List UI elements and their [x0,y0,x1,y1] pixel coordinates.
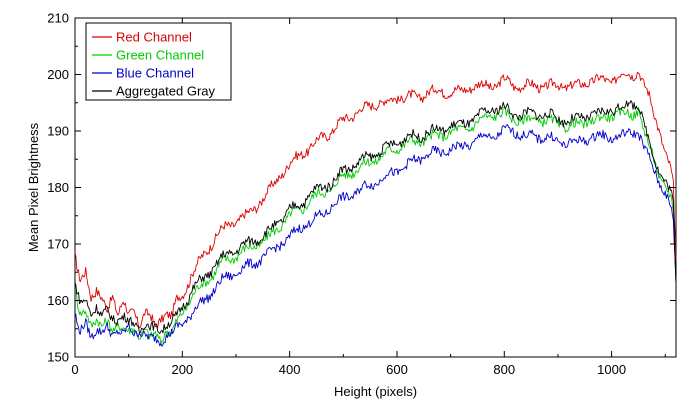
legend-box [85,22,232,101]
x-tick-label: 1000 [597,362,626,377]
series-line-green-channel [74,106,677,345]
series-line-red-channel [74,71,677,329]
y-tick-label: 200 [47,67,69,82]
series-line-aggregated-gray [74,100,677,335]
legend-items: Red Channel Green Channel Blue Channel Aggr… [92,30,216,99]
y-tick-label: 210 [47,11,69,26]
legend-label: Red Channel [116,30,192,45]
x-tick-label: 800 [493,362,515,377]
x-axis-label: Height (pixels) [334,384,417,399]
x-tick-label: 600 [386,362,408,377]
y-tick-label: 190 [47,124,69,139]
y-axis-ticks: 150 160 170 180 190 200 210 [47,11,676,365]
legend-label: Aggregated Gray [116,84,216,99]
x-tick-label: 400 [279,362,301,377]
y-axis-label: Mean Pixel Brightness [26,122,41,252]
y-tick-label: 160 [47,293,69,308]
x-tick-label: 0 [71,362,78,377]
legend: Red Channel Green Channel Blue Channel Aggr… [85,22,232,101]
x-tick-label: 200 [171,362,193,377]
legend-label: Green Channel [116,48,204,63]
y-tick-label: 150 [47,350,69,365]
series-line-blue-channel [74,124,677,347]
series-layer [74,71,677,347]
legend-label: Blue Channel [116,66,194,81]
y-tick-label: 170 [47,237,69,252]
y-tick-label: 180 [47,180,69,195]
